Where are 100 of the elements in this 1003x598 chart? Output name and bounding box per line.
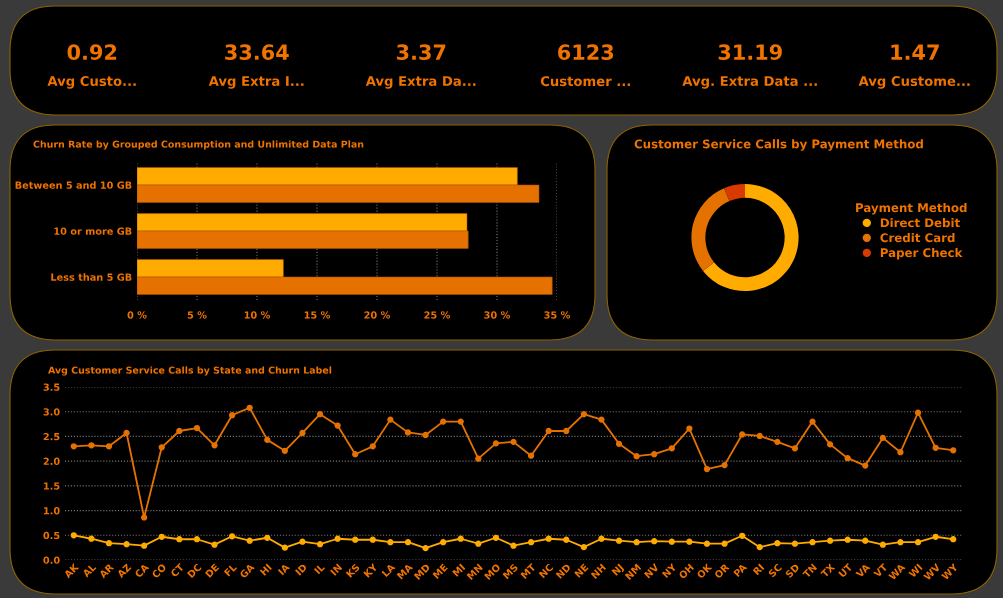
x-tick-label: CO: [151, 563, 167, 579]
x-tick-label: VA: [855, 563, 871, 579]
x-tick-label: 25 %: [424, 311, 451, 319]
point: [809, 418, 816, 425]
point: [739, 431, 746, 438]
x-tick-label: FL: [223, 563, 238, 577]
point: [545, 535, 552, 542]
x-tick-label: OK: [696, 562, 713, 579]
legend-label: Direct Debit: [880, 218, 960, 228]
x-tick-label: NH: [590, 563, 607, 579]
y-tick-label: 0.5: [43, 531, 60, 540]
text: Customer ...: [540, 76, 630, 87]
x-tick-label: MS: [502, 563, 519, 580]
point: [756, 544, 763, 551]
point: [914, 409, 922, 416]
x-tick-label: ID: [295, 563, 308, 576]
x-tick-label: ND: [555, 563, 572, 579]
point: [651, 538, 658, 545]
point: [527, 539, 535, 546]
x-tick-label: AZ: [116, 563, 132, 579]
point: [369, 536, 376, 543]
x-tick-label: 0 %: [127, 311, 147, 319]
point: [457, 418, 464, 425]
x-tick-label: NE: [574, 563, 589, 578]
x-tick-label: NM: [624, 563, 642, 580]
point: [334, 535, 341, 542]
x-tick-label: NV: [643, 563, 660, 579]
point: [316, 541, 324, 548]
point: [950, 447, 957, 454]
point: [176, 536, 183, 543]
point: [475, 455, 482, 462]
x-tick-label: OR: [713, 563, 730, 579]
point: [404, 429, 412, 436]
point: [651, 451, 658, 458]
point: [932, 444, 939, 451]
x-tick-label: MN: [466, 563, 483, 580]
x-tick-label: TN: [802, 563, 818, 579]
point: [950, 536, 957, 543]
point: [668, 538, 675, 545]
point: [633, 539, 640, 546]
point: [176, 427, 183, 435]
text: Avg. Extra Data ...: [682, 76, 817, 89]
point: [668, 445, 675, 452]
x-tick-label: WA: [888, 563, 906, 581]
legend-label: Paper Check: [880, 247, 963, 260]
point: [264, 436, 271, 444]
x-tick-label: 15 %: [304, 311, 331, 319]
point: [352, 451, 359, 458]
point: [492, 534, 500, 541]
chart-title: Customer Service Calls by Payment Method: [634, 139, 923, 151]
point: [246, 537, 253, 544]
point: [70, 532, 77, 539]
y-tick-label: 1.5: [44, 482, 60, 490]
y-tick-label: 3.5: [43, 383, 60, 391]
point: [563, 536, 570, 543]
x-tick-label: UT: [838, 563, 853, 578]
point: [580, 544, 587, 551]
y-tick-label: 2.5: [43, 432, 60, 441]
x-tick-label: ME: [432, 563, 448, 579]
point: [264, 534, 271, 541]
x-tick-label: NC: [538, 563, 554, 579]
point: [510, 438, 517, 445]
text: 6123: [558, 44, 614, 60]
x-tick-label: WV: [923, 563, 941, 581]
y-tick-label: 10 or more GB: [54, 227, 132, 235]
donut-slice: [724, 183, 745, 201]
point: [281, 544, 288, 551]
point: [844, 536, 851, 543]
point: [193, 424, 201, 432]
point: [932, 533, 939, 540]
text: 1.47: [891, 44, 939, 60]
x-tick-label: AL: [81, 563, 97, 578]
point: [141, 514, 148, 521]
point: [615, 440, 623, 447]
x-tick-label: OH: [678, 563, 695, 580]
point: [862, 537, 869, 544]
point: [686, 538, 693, 545]
point: [193, 536, 201, 543]
point: [721, 540, 728, 547]
x-tick-label: MI: [452, 563, 466, 577]
x-tick-label: WI: [908, 563, 923, 578]
point: [826, 441, 834, 448]
point: [334, 422, 341, 429]
x-tick-label: NJ: [611, 563, 625, 578]
text: Avg Custo...: [47, 76, 136, 89]
point: [211, 541, 218, 548]
y-tick-label: Between 5 and 10 GB: [15, 181, 132, 189]
x-tick-label: 35 %: [544, 311, 571, 319]
point: [615, 537, 623, 544]
point: [527, 452, 535, 459]
point: [580, 411, 587, 418]
x-tick-label: GA: [239, 562, 255, 579]
x-tick-label: RI: [752, 563, 765, 576]
point: [703, 540, 711, 547]
point: [88, 535, 95, 542]
point: [404, 539, 412, 546]
point: [475, 540, 482, 547]
point: [105, 540, 113, 547]
x-tick-label: 30 %: [484, 311, 511, 319]
point: [440, 539, 447, 546]
